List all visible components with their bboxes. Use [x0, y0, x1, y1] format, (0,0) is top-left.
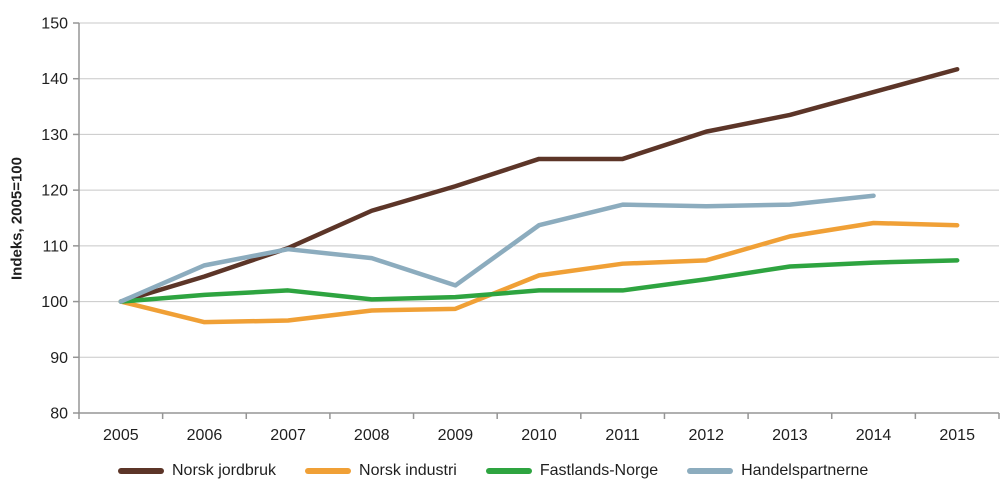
- series-line-fastlands-norge: [118, 258, 960, 304]
- y-tick-label: 130: [41, 127, 68, 144]
- y-tick-label: 80: [50, 406, 68, 423]
- legend-label: Fastlands-Norge: [539, 462, 659, 479]
- x-tick-label: 2012: [688, 427, 724, 444]
- legend-label: Norsk jordbruk: [172, 462, 277, 479]
- y-tick-label: 150: [41, 16, 68, 33]
- legend-item-handelspartnerne: Handelspartnerne: [687, 462, 868, 480]
- series-line-norsk-jordbruk: [118, 66, 960, 304]
- y-tick-label: 90: [50, 350, 68, 367]
- y-tick-label: 100: [41, 294, 68, 311]
- legend-swatch-handelspartnerne: [687, 468, 734, 474]
- x-tick-label: 2008: [354, 427, 390, 444]
- x-tick-label: 2006: [187, 427, 223, 444]
- x-tick-label: 2013: [772, 427, 808, 444]
- y-tick-label: 110: [42, 238, 68, 255]
- x-tick-label: 2005: [103, 427, 139, 444]
- y-tick-label: 140: [41, 71, 68, 88]
- x-tick-label: 2015: [939, 427, 975, 444]
- legend-label: Norsk industri: [359, 462, 457, 479]
- x-tick-label: 2007: [270, 427, 306, 444]
- x-tick-label: 2010: [521, 427, 557, 444]
- x-tick-label: 2009: [438, 427, 474, 444]
- legend-swatch-norsk-jordbruk: [118, 468, 164, 474]
- legend-item-fastlands-norge: Fastlands-Norge: [485, 462, 659, 480]
- legend-item-norsk-industri: Norsk industri: [305, 462, 457, 480]
- legend-item-norsk-jordbruk: Norsk jordbruk: [118, 462, 276, 480]
- series-line-norsk-industri: [118, 220, 960, 325]
- series-line-handelspartnerne: [118, 193, 876, 304]
- legend-swatch-norsk-industri: [305, 468, 352, 474]
- x-tick-label: 2011: [605, 427, 640, 444]
- legend-label: Handelspartnerne: [741, 462, 869, 479]
- legend-swatch-fastlands-norge: [485, 468, 532, 474]
- y-axis-title: Indeks, 2005=100: [8, 157, 26, 281]
- y-tick-label: 120: [41, 183, 68, 200]
- chart-legend: Norsk jordbruk Norsk industri Fastlands-No…: [118, 461, 868, 481]
- x-tick-label: 2014: [856, 427, 892, 444]
